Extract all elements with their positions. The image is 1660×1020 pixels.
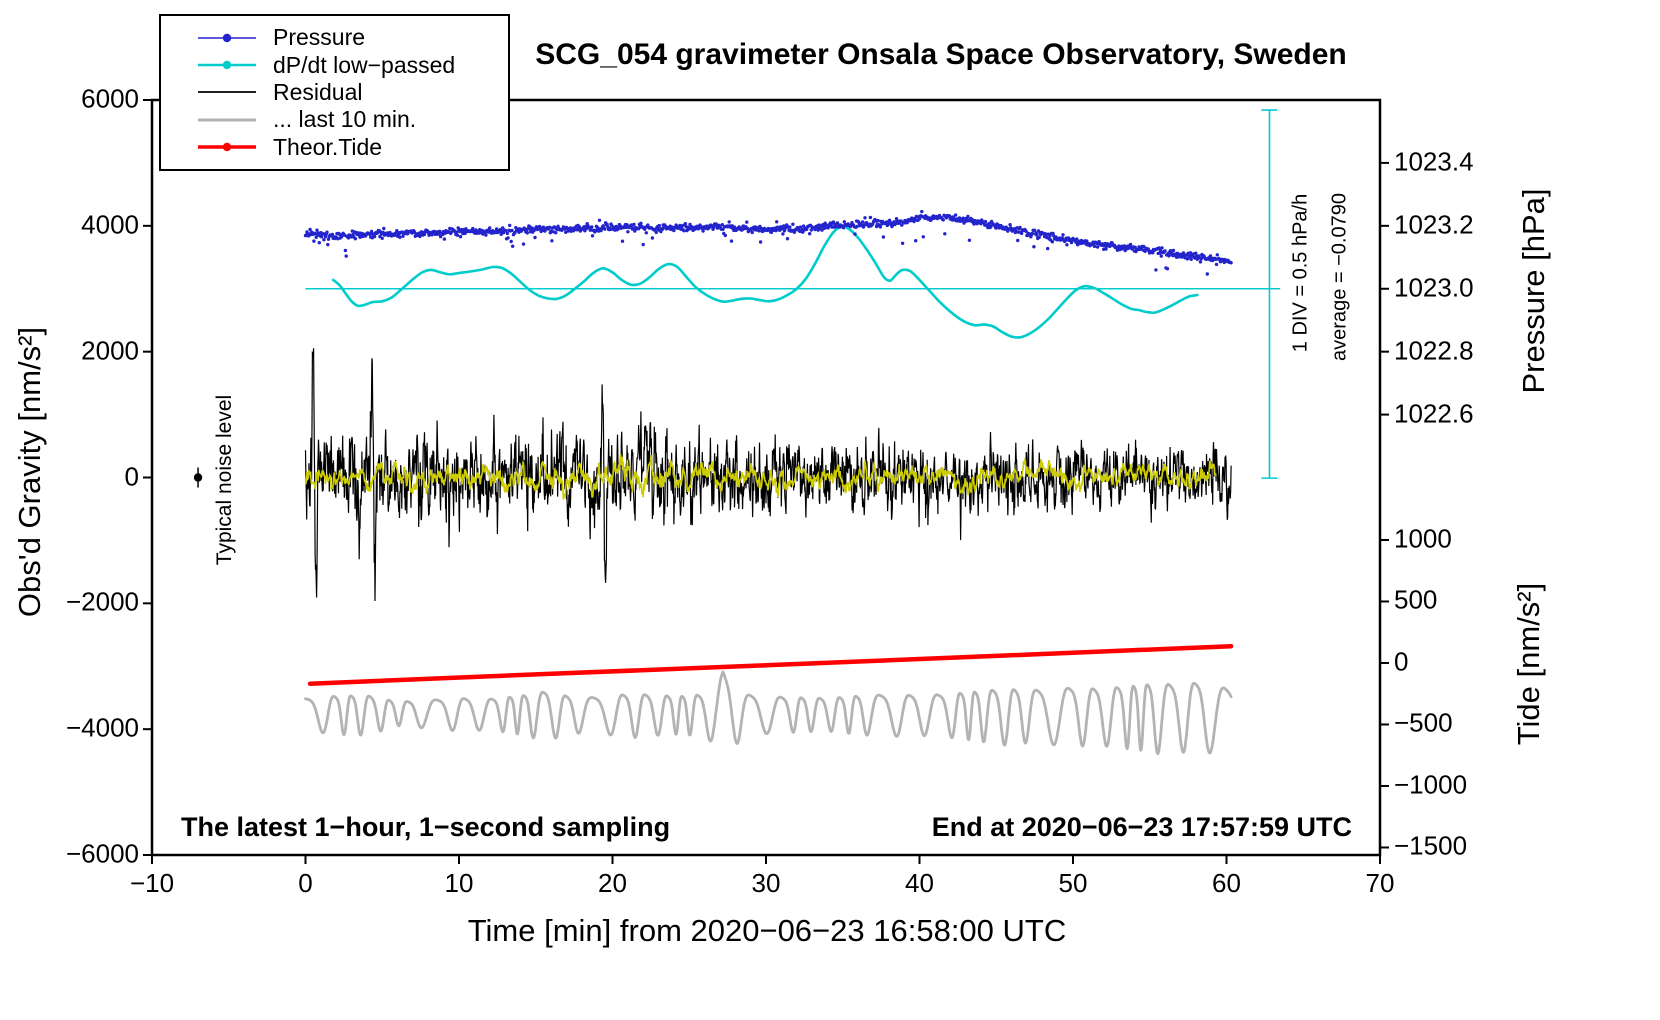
residual-trace xyxy=(304,348,1232,602)
legend-sample-line xyxy=(198,60,256,70)
legend-sample-line xyxy=(198,33,256,42)
legend-label: Theor.Tide xyxy=(273,133,383,160)
legend-item-3: ... last 10 min. xyxy=(196,106,508,133)
legend-item-2: Residual xyxy=(196,79,508,106)
gravity-tick-label: −4000 xyxy=(65,712,139,743)
legend-label: dP/dt low−passed xyxy=(273,51,456,78)
sampling-note: The latest 1−hour, 1−second sampling xyxy=(181,812,671,842)
x-axis-label: Time [min] from 2020−06−23 16:58:00 UTC xyxy=(467,913,1067,948)
div-scale-label: 1 DIV = 0.5 hPa/h xyxy=(1289,193,1312,353)
tide-tick-label: 1000 xyxy=(1394,523,1452,554)
tide-tick-label: −500 xyxy=(1394,707,1453,738)
legend-label: Pressure xyxy=(273,24,366,51)
pressure-tick-label: 1023.2 xyxy=(1394,209,1474,240)
time-tick-label: 0 xyxy=(298,868,313,898)
residual-lowpass-trace xyxy=(304,453,1217,500)
gravity-tick-label: −6000 xyxy=(65,838,139,869)
time-tick-label: −10 xyxy=(129,868,175,898)
time-tick-label: 30 xyxy=(751,868,781,898)
time-tick-label: 60 xyxy=(1212,868,1241,898)
legend-label: Residual xyxy=(273,78,363,105)
legend-item-1: dP/dt low−passed xyxy=(196,52,508,79)
theor-tide-line xyxy=(307,643,1234,686)
y-axis-label-tide: Tide [nm/s²] xyxy=(1511,582,1546,746)
average-label: average = −0.0790 xyxy=(1328,193,1351,361)
pressure-tick-label: 1022.6 xyxy=(1394,397,1474,428)
tide-tick-label: 0 xyxy=(1394,646,1409,677)
gravity-tick-label: 2000 xyxy=(81,334,139,365)
tide-tick-label: −1500 xyxy=(1394,830,1468,861)
legend-item-4: Theor.Tide xyxy=(196,134,508,161)
time-tick-label: 20 xyxy=(598,868,627,898)
pressure-dots xyxy=(303,209,1233,276)
plot-frame xyxy=(143,98,1389,864)
legend-label: ... last 10 min. xyxy=(273,106,417,133)
end-time-note: End at 2020−06−23 17:57:59 UTC xyxy=(931,812,1352,842)
tide-tick-label: 500 xyxy=(1394,584,1438,615)
legend-sample-line xyxy=(198,118,256,122)
last10-trace xyxy=(304,670,1233,755)
legend-sample-line xyxy=(198,143,256,152)
legend-box: Pressure dP/dt low−passed Residual... last… xyxy=(159,14,510,171)
tide-tick-label: −1000 xyxy=(1394,769,1468,800)
gravity-tick-label: 4000 xyxy=(81,209,139,240)
legend-item-0: Pressure xyxy=(196,24,508,51)
chart-title: SCG_054 gravimeter Onsala Space Observat… xyxy=(535,38,1347,71)
legend-sample-line xyxy=(198,91,256,94)
y-axis-label-pressure: Pressure [hPa] xyxy=(1516,188,1551,394)
noise-level-label: Typical noise level xyxy=(213,394,236,566)
pressure-scale-bar xyxy=(1261,109,1278,479)
gravity-tick-label: −2000 xyxy=(65,586,139,617)
time-tick-label: 10 xyxy=(444,868,474,898)
time-tick-label: 70 xyxy=(1365,868,1395,898)
dpdt-curve xyxy=(331,225,1199,339)
noise-level-marker xyxy=(193,467,203,488)
time-tick-label: 50 xyxy=(1058,868,1088,898)
gravity-tick-label: 6000 xyxy=(81,83,139,114)
pressure-tick-label: 1022.8 xyxy=(1394,334,1474,365)
time-tick-label: 40 xyxy=(905,868,934,898)
pressure-tick-label: 1023.4 xyxy=(1394,146,1474,177)
gravity-tick-label: 0 xyxy=(124,460,139,491)
y-axis-label-gravity: Obs'd Gravity [nm/s²] xyxy=(12,326,47,618)
pressure-tick-label: 1023.0 xyxy=(1394,272,1474,303)
